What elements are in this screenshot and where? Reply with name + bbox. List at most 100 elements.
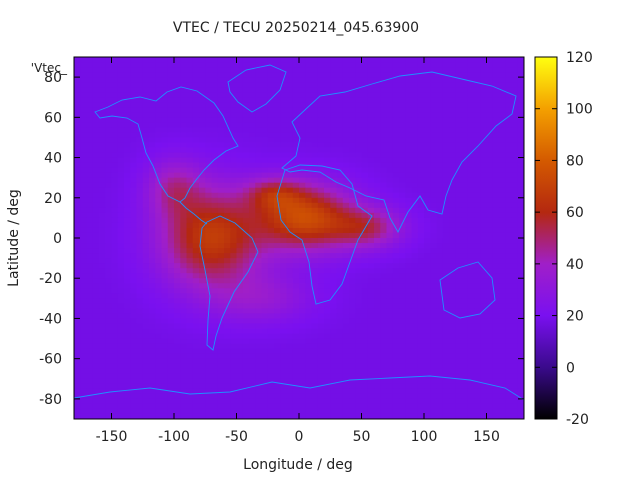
heat-cell: [205, 258, 213, 264]
heat-cell: [286, 117, 294, 123]
heat-cell: [517, 177, 524, 184]
heat-cell: [330, 248, 338, 254]
heat-cell: [399, 313, 406, 320]
heat-cell: [517, 137, 524, 144]
heat-cell: [255, 303, 263, 309]
heat-cell: [330, 152, 338, 159]
heat-cell: [230, 157, 238, 164]
heat-cell: [449, 288, 456, 294]
heat-cell: [342, 162, 350, 169]
heat-cell: [199, 298, 206, 304]
heat-cell: [124, 202, 131, 209]
heat-cell: [449, 278, 456, 284]
heat-cell: [167, 263, 175, 269]
heat-cell: [155, 328, 163, 335]
heat-cell: [249, 403, 256, 410]
heat-cell: [242, 72, 250, 78]
heat-cell: [480, 212, 488, 219]
heat-cell: [211, 72, 219, 78]
heat-cell: [99, 187, 106, 194]
heat-cell: [305, 328, 313, 335]
heat-cell: [92, 182, 100, 189]
heat-cell: [324, 268, 331, 274]
heat-cell: [92, 102, 100, 108]
heat-cell: [161, 82, 169, 88]
heat-cell: [486, 288, 494, 294]
heat-cell: [480, 313, 488, 320]
heat-cell: [374, 318, 381, 325]
heat-cell: [217, 207, 225, 214]
heat-cell: [92, 378, 100, 385]
heat-cell: [167, 57, 175, 63]
heat-cell: [380, 388, 388, 395]
heat-cell: [424, 353, 431, 360]
heat-cell: [311, 232, 319, 239]
heat-cell: [86, 343, 94, 350]
heat-cell: [124, 147, 131, 154]
heat-cell: [280, 283, 288, 289]
heat-cell: [192, 308, 200, 315]
heat-cell: [386, 92, 394, 98]
heat-cell: [167, 248, 175, 254]
heat-cell: [330, 192, 338, 199]
heat-cell: [505, 353, 513, 360]
heat-cell: [142, 227, 150, 234]
heat-cell: [461, 67, 469, 73]
heat-cell: [399, 393, 406, 400]
heat-cell: [374, 97, 381, 103]
heat-cell: [436, 122, 444, 128]
heat-cell: [486, 182, 494, 189]
heat-cell: [430, 177, 438, 184]
heat-cell: [286, 323, 294, 330]
heat-cell: [217, 137, 225, 144]
heat-cell: [342, 293, 350, 299]
heat-cell: [467, 72, 475, 78]
heat-cell: [174, 187, 181, 194]
heat-cell: [349, 318, 356, 325]
heat-cell: [405, 177, 413, 184]
heat-cell: [130, 82, 138, 88]
heat-cell: [80, 288, 88, 294]
heat-cell: [286, 147, 294, 154]
heat-cell: [211, 308, 219, 315]
heat-cell: [80, 112, 88, 118]
heat-cell: [455, 157, 463, 164]
heat-cell: [455, 147, 463, 154]
heat-cell: [317, 192, 325, 199]
heat-cell: [392, 172, 400, 179]
heat-cell: [124, 273, 131, 279]
heat-cell: [511, 202, 519, 209]
heat-cell: [342, 368, 350, 375]
heat-cell: [205, 333, 213, 340]
heat-cell: [211, 243, 219, 249]
heat-cell: [486, 283, 494, 289]
heat-cell: [111, 263, 119, 269]
heat-cell: [186, 162, 194, 169]
heat-cell: [136, 67, 144, 73]
heat-cell: [467, 57, 475, 63]
heat-cell: [442, 298, 450, 304]
heat-cell: [455, 398, 463, 405]
heat-cell: [411, 127, 419, 134]
heat-cell: [349, 172, 356, 179]
heat-cell: [374, 167, 381, 174]
heat-cell: [74, 243, 81, 249]
heat-cell: [292, 288, 300, 294]
heat-cell: [180, 298, 188, 304]
heat-cell: [211, 57, 219, 63]
heat-cell: [267, 177, 275, 184]
heat-cell: [117, 182, 125, 189]
heat-cell: [180, 238, 188, 244]
heat-cell: [130, 72, 138, 78]
heat-cell: [474, 288, 481, 294]
heat-cell: [149, 112, 156, 118]
heat-cell: [74, 57, 81, 63]
heat-cell: [217, 152, 225, 159]
heat-cell: [367, 318, 375, 325]
heat-cell: [174, 358, 181, 365]
heat-cell: [155, 117, 163, 123]
heat-cell: [342, 243, 350, 249]
heat-cell: [142, 298, 150, 304]
heat-cell: [342, 308, 350, 315]
heat-cell: [261, 368, 269, 375]
